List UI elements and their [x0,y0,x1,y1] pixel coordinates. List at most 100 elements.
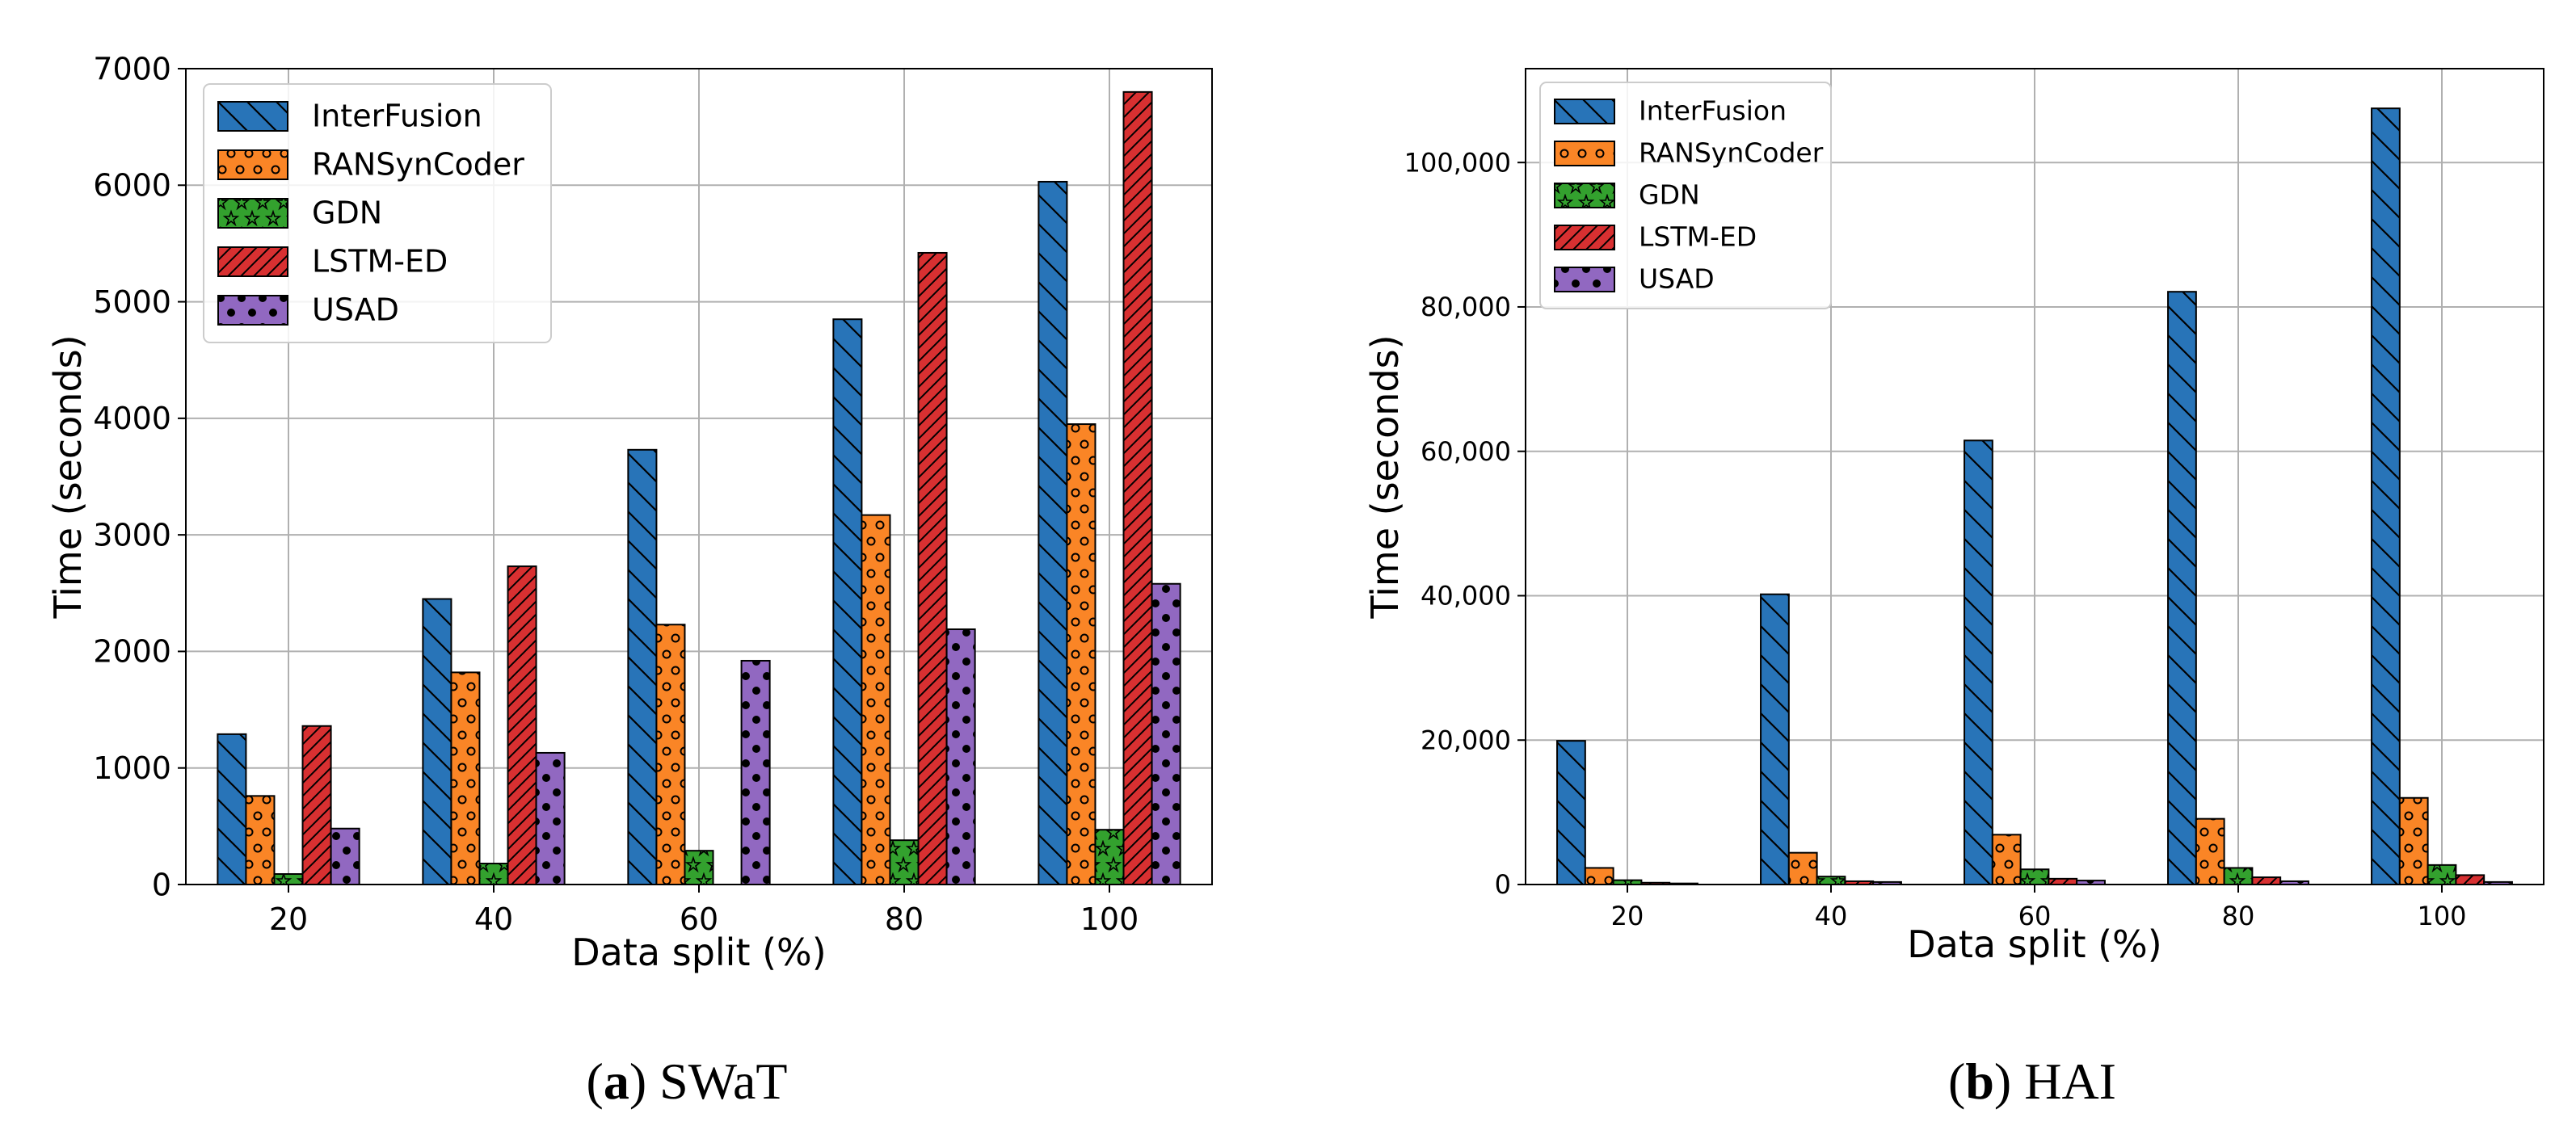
bar-ransyncoder-40 [1787,851,1818,886]
bar-ransyncoder-60 [655,624,686,885]
bar-lstm-ed-100 [1122,90,1153,886]
x-tick-label: 20 [269,901,308,937]
legend-label: USAD [1639,263,1715,295]
bar-gdn-100 [1094,829,1125,885]
x-tick-label: 100 [2417,901,2466,931]
bar-lstm-ed-40 [507,565,537,885]
bar-ransyncoder-80 [861,514,891,885]
legend-label: LSTM-ED [1639,221,1757,253]
bar-ransyncoder-100 [1066,423,1096,885]
legend-label: InterFusion [312,99,482,134]
legend-item: RANSynCoder [1554,137,1824,169]
x-axis-label: Data split (%) [1907,922,2161,966]
bar-lstm-ed-80 [917,251,948,885]
y-tick-label: 7000 [93,51,171,86]
bar-interfusion-60 [1964,439,1993,885]
legend-label: LSTM-ED [312,244,448,279]
panel-caption: (b) HAI [1948,1053,2116,1110]
bar-interfusion-100 [1038,180,1068,885]
caption-letter: a [604,1053,629,1110]
bar-gdn-60 [684,850,714,885]
bar-gdn-20 [273,873,304,885]
bar-ransyncoder-40 [450,671,481,886]
legend-item: LSTM-ED [217,244,448,279]
bar-ransyncoder-100 [2398,796,2429,885]
x-tick-label: 60 [2018,901,2052,931]
x-tick-label: 40 [1815,901,1848,931]
bar-usad-60 [740,659,771,885]
legend-item: GDN [1554,179,1700,211]
bar-usad-40 [535,751,566,886]
bar-usad-100 [1151,582,1181,885]
legend-item: InterFusion [217,99,482,134]
legend-label: GDN [1639,179,1700,211]
y-tick-label: 100,000 [1404,147,1511,178]
bar-interfusion-20 [217,733,247,885]
y-tick-label: 4000 [93,401,171,436]
bar-gdn-40 [1816,876,1846,885]
legend-label: RANSynCoder [1639,137,1824,169]
legend-label: InterFusion [1639,95,1787,127]
bar-gdn-40 [478,863,509,885]
y-tick-label: 20,000 [1421,725,1511,755]
panel-caption: (a) SWaT [587,1053,788,1110]
bar-gdn-100 [2427,864,2457,886]
y-axis-label: Time (seconds) [1363,334,1407,619]
caption-letter: b [1965,1053,1994,1110]
bar-ransyncoder-60 [1991,834,2022,885]
axis-ticks: 0 1000 2000 3000 4000 5000 6000 7000 20 40 60 80 100 [93,51,1139,937]
y-tick-label: 60,000 [1421,436,1511,467]
y-tick-label: 0 [1495,869,1511,900]
legend-label: RANSynCoder [312,147,524,183]
legend-item: USAD [217,292,399,328]
x-axis-label: Data split (%) [571,931,826,974]
legend-label: USAD [312,292,399,328]
y-tick-label: 1000 [93,750,171,786]
y-tick-label: 5000 [93,284,171,320]
bar-gdn-60 [2019,868,2050,886]
bar-ransyncoder-20 [1584,867,1614,886]
x-tick-label: 80 [885,901,924,937]
bar-lstm-ed-100 [2455,874,2486,885]
legend-item: RANSynCoder [217,147,524,183]
chart-panel-swat: 0 1000 2000 3000 4000 5000 6000 7000 20 40 60 80 100… [46,51,1213,1110]
caption-title: SWaT [659,1053,787,1110]
x-tick-label: 100 [1080,901,1139,937]
y-tick-label: 6000 [93,168,171,204]
bar-group [1556,107,2513,886]
x-tick-label: 60 [680,901,718,937]
bar-lstm-ed-60 [2048,877,2078,886]
y-tick-label: 80,000 [1421,292,1511,322]
bar-gdn-80 [889,839,920,885]
legend: InterFusion RANSynCoder GDN LSTM-ED USAD [1539,82,1832,309]
y-tick-label: 2000 [93,634,171,670]
bar-ransyncoder-20 [245,795,276,885]
bar-lstm-ed-80 [2251,876,2282,885]
bar-usad-80 [945,628,976,885]
caption-title: HAI [2024,1053,2116,1110]
bar-interfusion-20 [1556,740,1586,886]
bar-group [217,90,1181,886]
y-axis-label: Time (seconds) [46,334,90,619]
axis-ticks: 0 20,000 40,000 60,000 80,000 100,000 20 40 60 80… [1404,147,2467,931]
y-tick-label: 0 [152,867,171,902]
bar-ransyncoder-80 [2195,817,2225,885]
chart-panel-hai: 0 20,000 40,000 60,000 80,000 100,000 20 40 60 80… [1363,68,2544,1110]
bar-interfusion-100 [2371,107,2401,885]
bar-interfusion-60 [627,448,658,885]
legend-item: GDN [217,195,382,231]
bar-lstm-ed-20 [301,725,332,885]
legend: InterFusion RANSynCoder GDN LSTM-ED USAD [203,83,552,343]
legend-item: InterFusion [1554,95,1787,127]
bar-usad-20 [330,827,360,885]
y-tick-label: 40,000 [1421,581,1511,611]
bar-interfusion-40 [422,598,452,885]
bar-gdn-80 [2223,867,2254,886]
bar-interfusion-80 [832,318,863,885]
x-tick-label: 40 [474,901,513,937]
legend-item: LSTM-ED [1554,221,1757,253]
y-tick-label: 3000 [93,517,171,553]
legend-item: USAD [1554,263,1715,295]
bar-interfusion-40 [1760,593,1790,885]
